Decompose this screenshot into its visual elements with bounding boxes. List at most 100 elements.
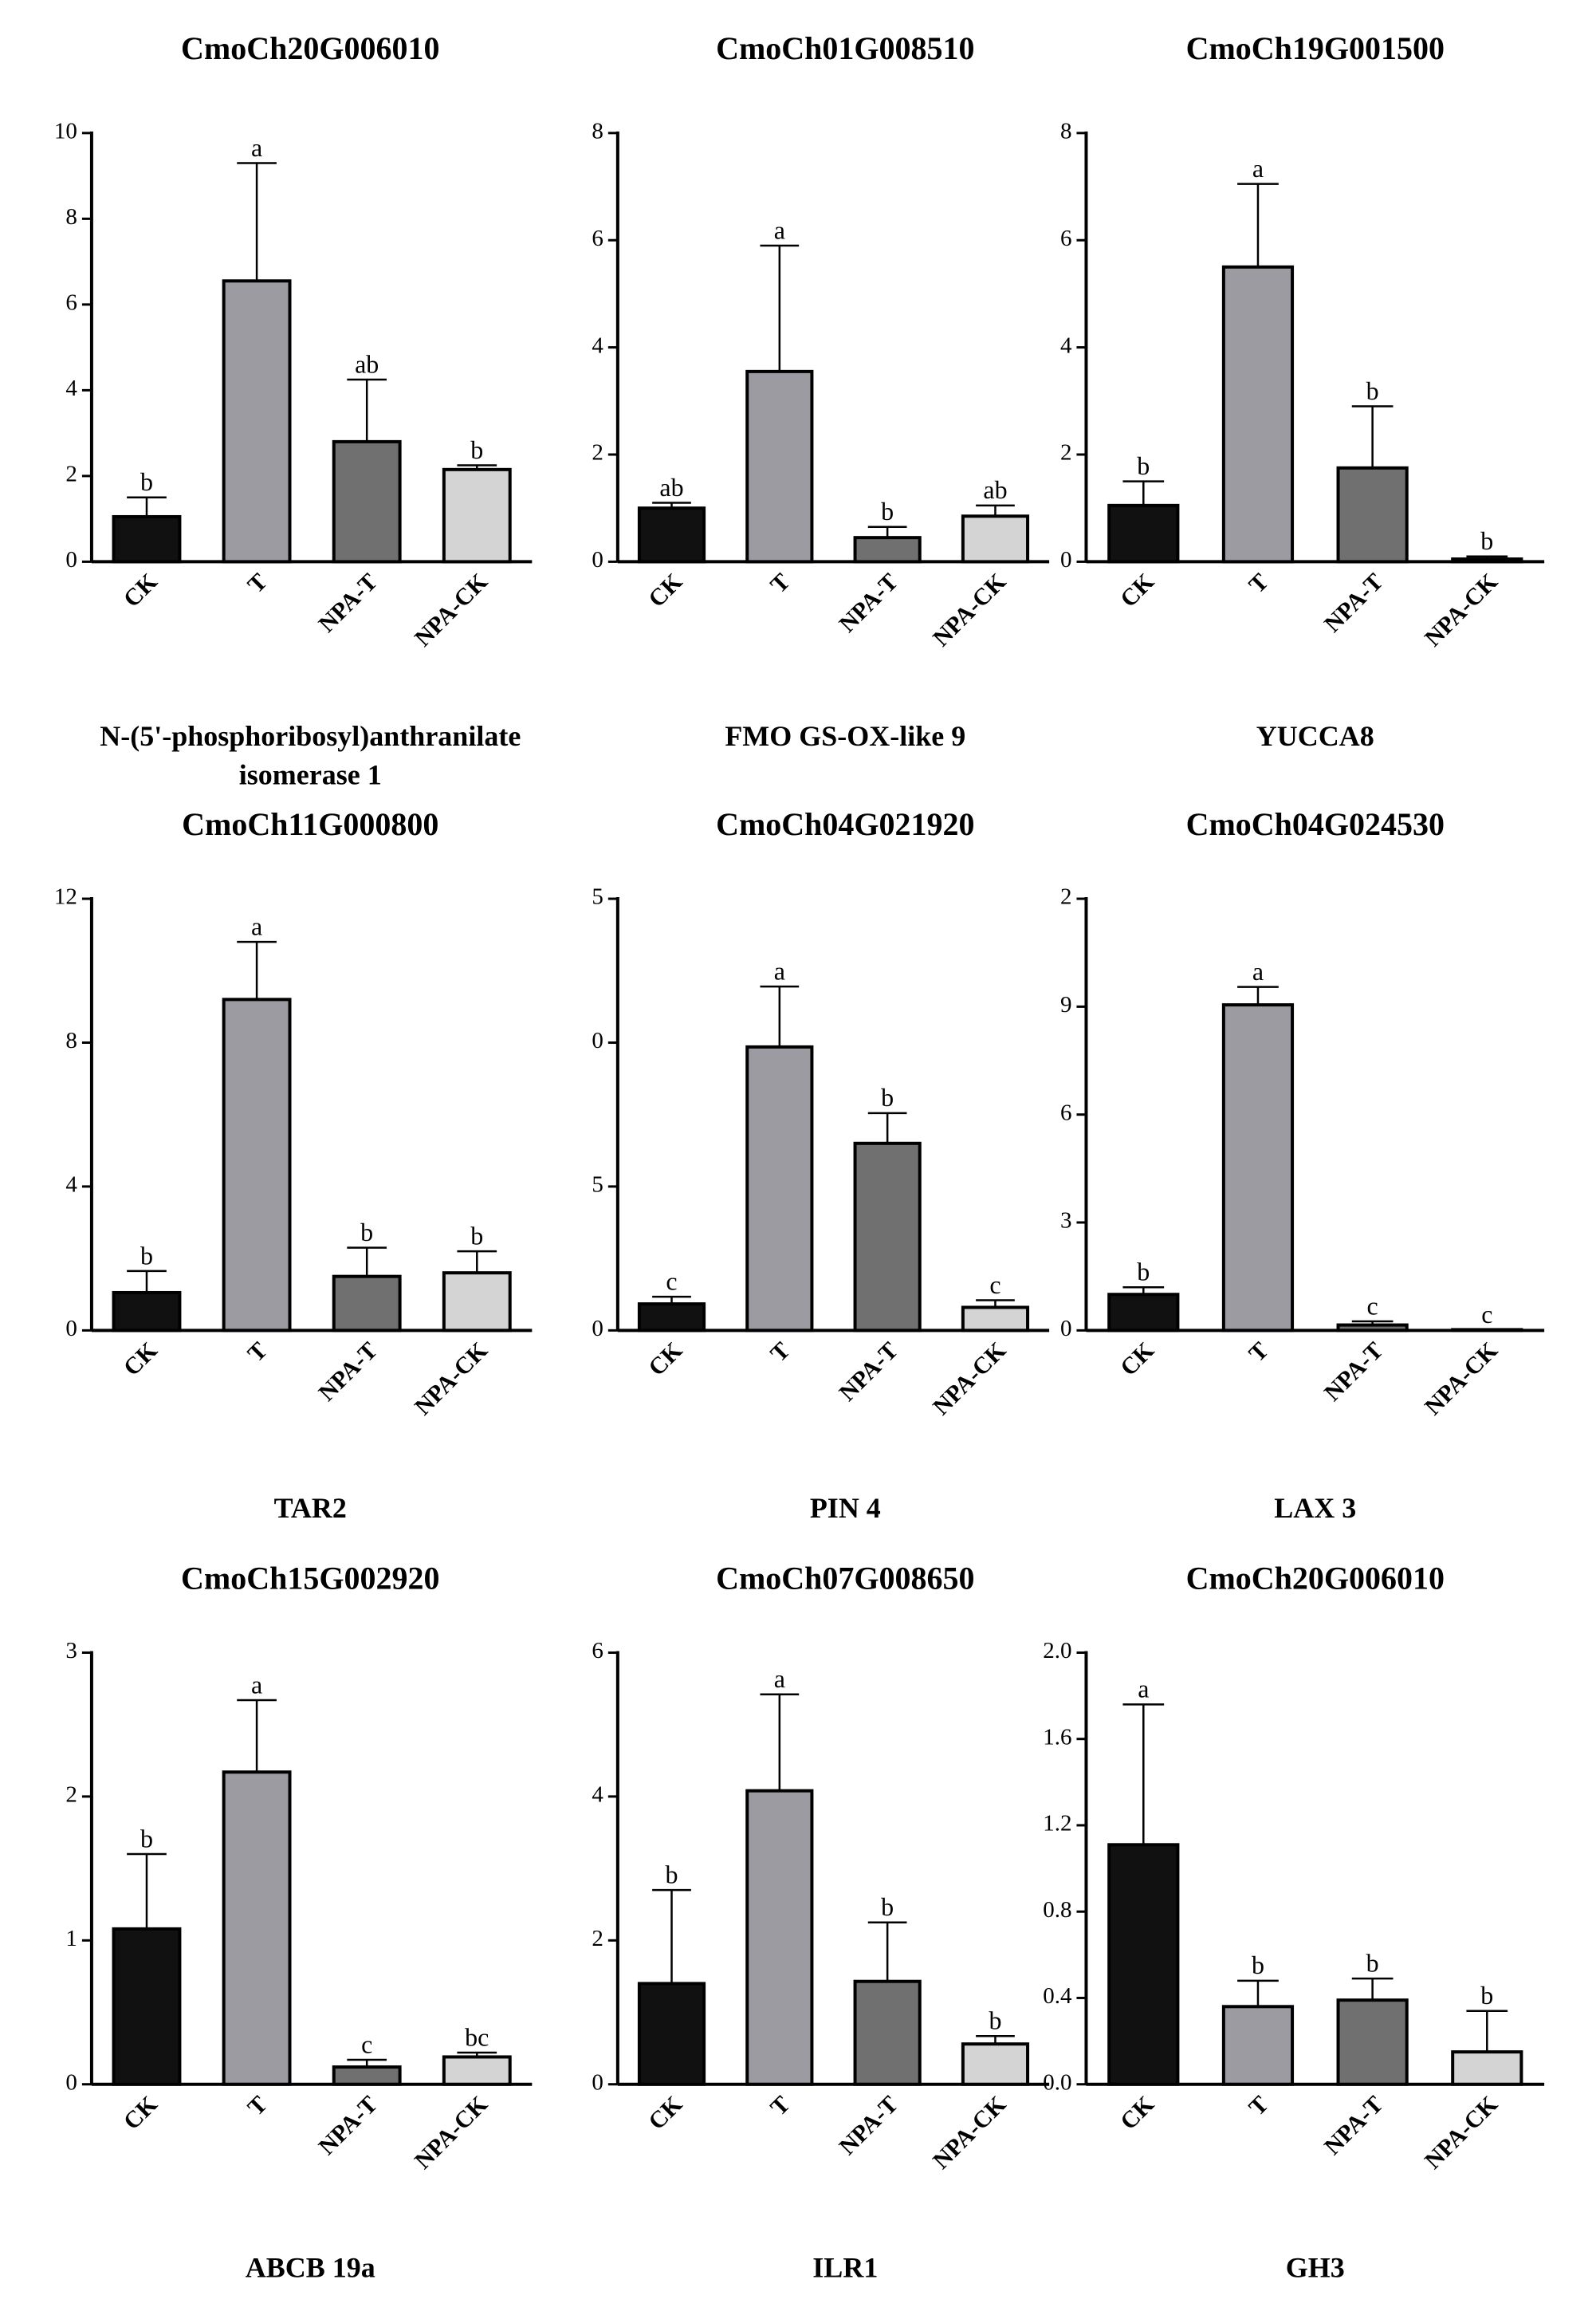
y-tick-label: 8	[592, 118, 603, 144]
x-tick-label: T	[242, 569, 272, 598]
bar	[1221, 2005, 1295, 2086]
significance-letter: b	[360, 1218, 373, 1246]
bar	[1221, 265, 1295, 564]
significance-letter: a	[774, 1664, 785, 1693]
y-tick-label: 0	[65, 1316, 77, 1341]
significance-letter: b	[140, 1241, 153, 1270]
x-tick-label: NPA-T	[1319, 1337, 1389, 1407]
bar	[961, 514, 1030, 564]
bar	[1221, 1003, 1295, 1333]
x-tick-label: T	[242, 1337, 272, 1367]
y-tick-label: 2	[592, 440, 603, 466]
bar	[745, 1045, 814, 1333]
x-tick-label: NPA-T	[1319, 2091, 1389, 2160]
significance-letter: b	[470, 435, 483, 464]
y-tick-label: 6	[592, 1638, 603, 1663]
x-tick-label: NPA-CK	[928, 568, 1012, 652]
significance-letter: b	[140, 467, 153, 496]
y-tick-label: 2	[1060, 884, 1072, 910]
y-tick-label: 0	[592, 2069, 603, 2095]
x-tick-label: NPA-CK	[1420, 568, 1504, 652]
significance-letter: ab	[659, 473, 683, 502]
x-tick-label: NPA-T	[313, 1337, 383, 1407]
caption: FMO GS-OX-like 9	[725, 720, 965, 752]
bar	[1451, 557, 1523, 564]
y-tick-label: 0	[592, 547, 603, 573]
y-tick-label: 8	[65, 1028, 77, 1053]
bar	[442, 1271, 512, 1333]
chart-title: CmoCh20G006010	[1186, 1561, 1445, 1596]
x-tick-label: NPA-CK	[410, 2091, 493, 2175]
x-tick-label: NPA-T	[834, 569, 903, 638]
y-tick-label: 1.6	[1043, 1724, 1071, 1750]
significance-letter: a	[251, 912, 262, 941]
x-tick-label: CK	[1115, 2091, 1160, 2136]
bar	[1336, 1998, 1409, 2086]
bar	[961, 1305, 1030, 1333]
y-tick-label: 3	[65, 1638, 77, 1663]
y-tick-label: 10	[54, 118, 77, 144]
bar	[222, 998, 292, 1333]
bar	[637, 1302, 706, 1333]
significance-letter: b	[1480, 526, 1493, 555]
x-tick-label: CK	[643, 1337, 688, 1381]
bar	[1336, 466, 1409, 564]
y-tick-label: 0	[592, 1028, 603, 1053]
y-tick-label: 0	[592, 1316, 603, 1341]
bar	[637, 1982, 706, 2086]
bar	[1107, 1293, 1180, 1333]
y-tick-label: 9	[1060, 992, 1072, 1018]
y-tick-label: 0	[1060, 547, 1072, 573]
x-tick-label: NPA-CK	[928, 1337, 1012, 1420]
bar	[853, 536, 922, 564]
bar	[442, 467, 512, 564]
significance-letter: bc	[465, 2022, 489, 2051]
y-tick-label: 0.4	[1043, 1983, 1072, 2009]
y-tick-label: 1.2	[1043, 1811, 1071, 1836]
bar	[745, 369, 814, 564]
caption: ILR1	[812, 2252, 878, 2284]
x-tick-label: NPA-CK	[410, 568, 493, 652]
y-tick-label: 4	[592, 1782, 603, 1808]
y-tick-label: 8	[65, 204, 77, 230]
significance-letter: b	[881, 1892, 894, 1921]
significance-letter: b	[881, 497, 894, 526]
x-tick-label: CK	[643, 2091, 688, 2136]
x-tick-label: T	[1244, 2091, 1273, 2120]
y-tick-label: 2	[65, 1782, 77, 1808]
y-tick-label: 4	[1060, 333, 1072, 358]
y-tick-label: 6	[1060, 1100, 1072, 1125]
y-tick-label: 6	[65, 290, 77, 316]
significance-letter: b	[470, 1221, 483, 1250]
significance-letter: b	[1366, 1948, 1379, 1977]
y-tick-label: 4	[65, 376, 77, 401]
x-tick-label: NPA-CK	[1420, 2091, 1504, 2175]
significance-letter: b	[989, 2006, 1001, 2035]
significance-letter: b	[1252, 1951, 1264, 1979]
significance-letter: ab	[355, 349, 379, 378]
x-tick-label: T	[1244, 569, 1273, 598]
y-tick-label: 0	[65, 2069, 77, 2095]
x-tick-label: NPA-CK	[928, 2091, 1012, 2175]
significance-letter: b	[1137, 451, 1150, 480]
y-tick-label: 0	[65, 547, 77, 573]
x-tick-label: T	[765, 1337, 795, 1367]
significance-letter: a	[1138, 1675, 1149, 1703]
bar	[332, 1274, 402, 1333]
significance-letter: a	[774, 956, 785, 985]
y-tick-label: 5	[592, 1172, 603, 1198]
caption: isomerase 1	[239, 758, 382, 790]
significance-letter: b	[1366, 376, 1379, 405]
caption: YUCCA8	[1256, 720, 1374, 752]
y-tick-label: 1	[65, 1926, 77, 1951]
bar	[853, 1979, 922, 2086]
caption: ABCB 19a	[246, 2252, 375, 2284]
significance-letter: ab	[983, 475, 1007, 504]
bar	[745, 1789, 814, 2086]
bar	[1107, 1843, 1180, 2086]
x-tick-label: NPA-CK	[410, 1337, 493, 1420]
significance-letter: b	[1480, 1981, 1493, 2010]
y-tick-label: 0.0	[1043, 2069, 1071, 2095]
y-tick-label: 5	[592, 884, 603, 910]
